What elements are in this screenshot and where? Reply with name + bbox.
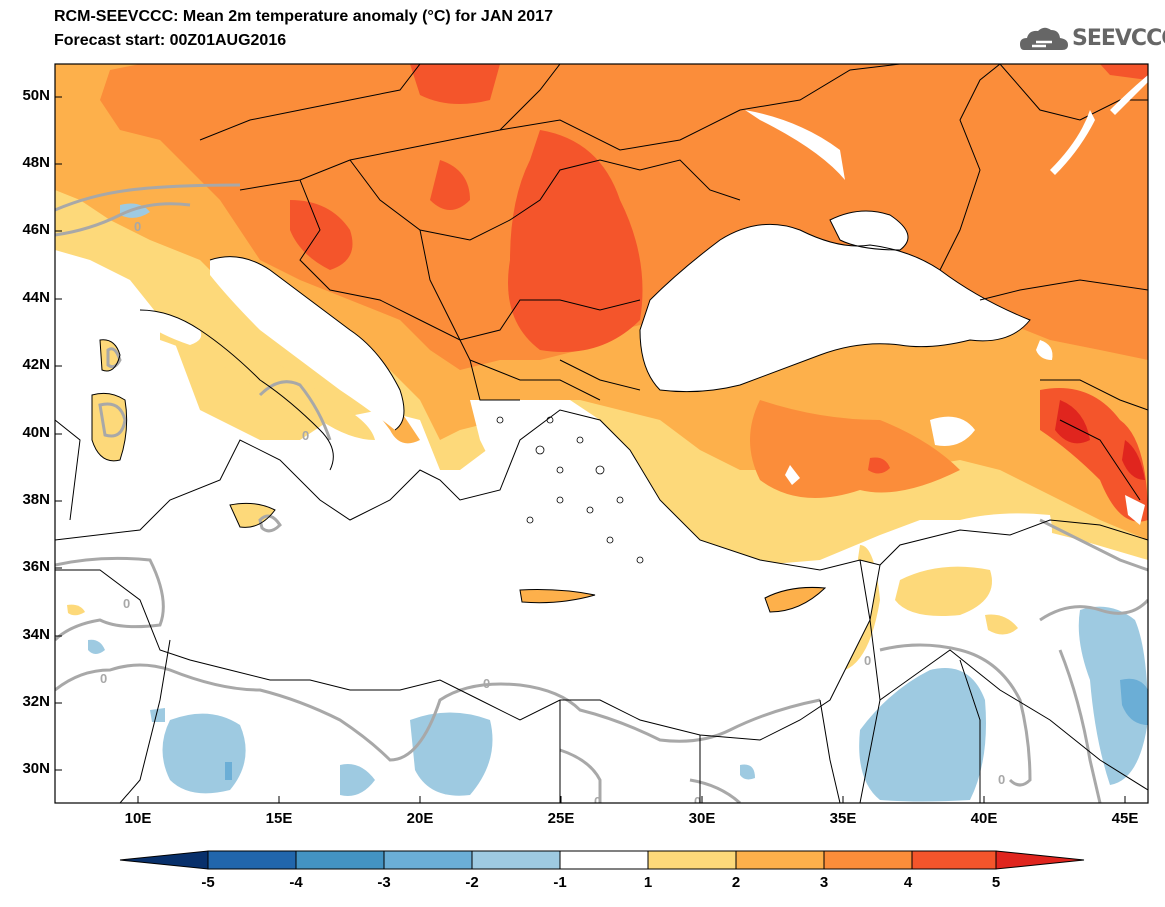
lat-label: 34N — [22, 626, 50, 643]
logo-text: SEEVCCC — [1072, 26, 1165, 51]
lat-label: 44N — [22, 289, 50, 306]
colorbar-label: -5 — [201, 874, 215, 891]
colorbar-lt-minus5 — [119, 850, 209, 870]
zero-contour — [55, 183, 1148, 803]
anomaly-region-plus4 — [508, 130, 643, 352]
forecast-start: Forecast start: 00Z01AUG2016 — [54, 32, 287, 49]
colorbar-label: -3 — [377, 874, 391, 891]
lon-label: 20E — [406, 810, 434, 827]
lat-label: 36N — [22, 558, 50, 575]
lat-label: 46N — [22, 221, 50, 238]
contour-label-0: 0 — [134, 219, 141, 234]
svg-text:0: 0 — [483, 676, 490, 691]
aegean-sea — [470, 400, 630, 560]
colorbar-label: 5 — [991, 874, 1001, 891]
colorbar-label: -4 — [289, 874, 303, 891]
colorbar-label: 2 — [731, 874, 741, 891]
chart-title: RCM-SEEVCCC: Mean 2m temperature anomaly… — [54, 8, 553, 25]
aegean-islands — [496, 416, 644, 564]
mediterranean-sea — [55, 410, 880, 740]
lat-label: 48N — [22, 154, 50, 171]
lon-label: 30E — [688, 810, 716, 827]
cloud-icon — [1020, 27, 1068, 50]
anomaly-region-minus1 — [162, 713, 246, 794]
svg-text:0: 0 — [302, 428, 309, 443]
colorbar-label: -1 — [553, 874, 567, 891]
svg-text:0: 0 — [998, 772, 1005, 787]
lat-label: 32N — [22, 693, 50, 710]
lon-label: 15E — [265, 810, 293, 827]
black-sea — [640, 224, 1030, 392]
colorbar-label: 3 — [819, 874, 829, 891]
svg-text:0: 0 — [594, 794, 601, 809]
colorbar-label: 4 — [903, 874, 913, 891]
svg-text:0: 0 — [100, 671, 107, 686]
lat-label: 30N — [22, 760, 50, 777]
colorbar-gt-5 — [995, 850, 1085, 870]
lon-label: 45E — [1111, 810, 1139, 827]
lat-label: 38N — [22, 491, 50, 508]
axis-ticks — [55, 96, 1126, 803]
colorbar-label: 1 — [643, 874, 653, 891]
lon-label: 40E — [970, 810, 998, 827]
anomaly-region-plus5 — [1055, 400, 1090, 444]
lon-label: 35E — [829, 810, 857, 827]
lon-label: 10E — [124, 810, 152, 827]
svg-text:0: 0 — [864, 653, 871, 668]
colorbar-label: -2 — [465, 874, 479, 891]
svg-text:0: 0 — [123, 596, 130, 611]
lon-label: 25E — [547, 810, 575, 827]
anomaly-region-minus2 — [1120, 678, 1148, 725]
lat-label: 40N — [22, 424, 50, 441]
svg-text:0: 0 — [694, 794, 701, 809]
lat-label: 50N — [22, 87, 50, 104]
sea-of-azov — [830, 211, 908, 250]
adriatic-sea — [210, 256, 404, 430]
colorbar — [119, 850, 1085, 870]
lat-label: 42N — [22, 356, 50, 373]
